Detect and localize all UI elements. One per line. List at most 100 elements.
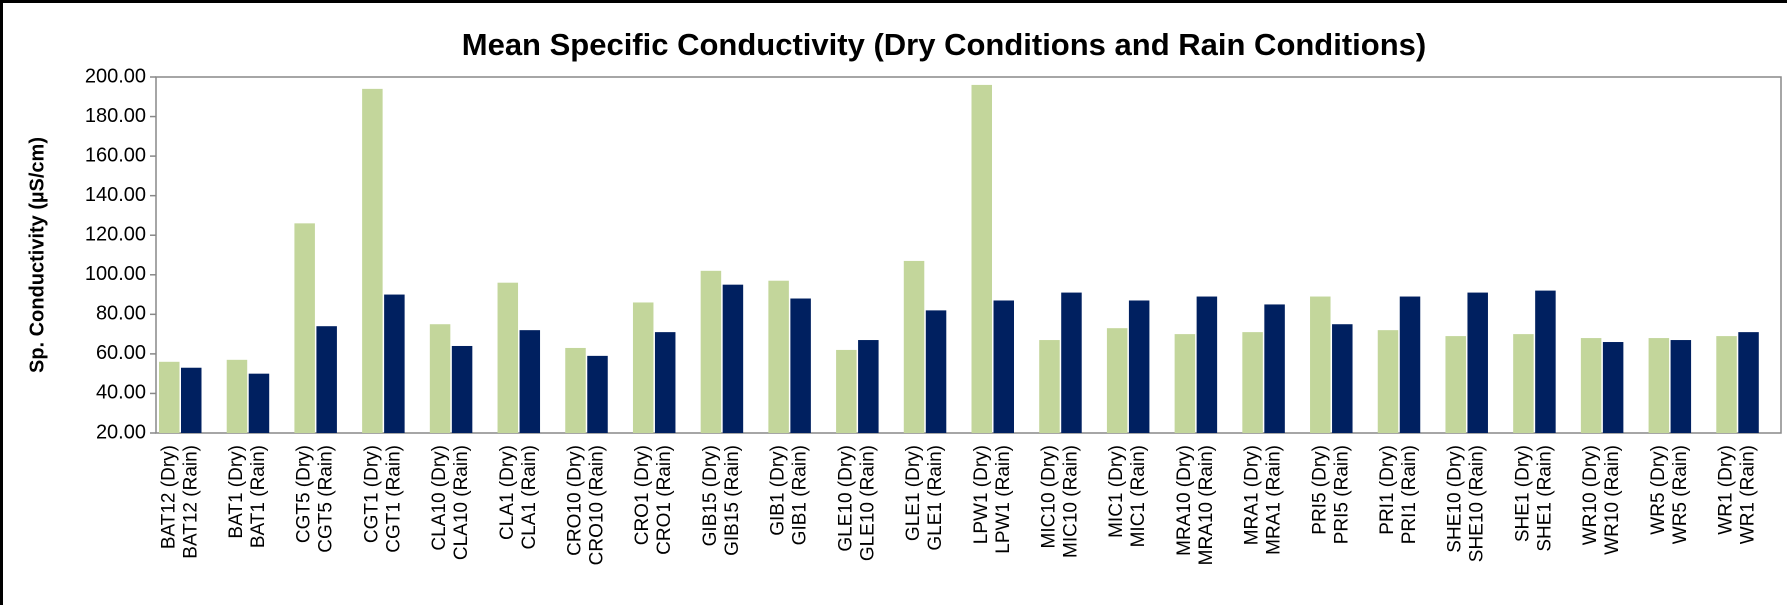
x-tick-label: LPW1 (Dry) <box>971 445 992 544</box>
x-tick-label: WR10 (Rain) <box>1602 445 1623 555</box>
x-tick-label: BAT1 (Dry) <box>226 445 247 539</box>
x-tick-label: LPW1 (Rain) <box>993 445 1014 554</box>
bar <box>587 355 608 433</box>
x-tick-label: MRA10 (Dry) <box>1174 445 1195 556</box>
x-tick-label: CLA10 (Rain) <box>451 445 472 560</box>
bar <box>700 270 722 433</box>
x-tick-label: CLA1 (Rain) <box>519 445 540 550</box>
bar <box>1467 292 1488 433</box>
bar <box>497 282 519 433</box>
x-tick-label: CLA10 (Dry) <box>429 445 450 551</box>
bar <box>632 302 654 433</box>
bar <box>1535 290 1556 433</box>
bar <box>519 330 541 433</box>
bar <box>429 324 451 433</box>
bar <box>1399 296 1421 433</box>
bar <box>1310 296 1331 433</box>
y-tick-label: 40.00 <box>96 382 146 404</box>
x-tick-label: BAT1 (Rain) <box>248 445 269 548</box>
x-tick-label: WR5 (Dry) <box>1648 445 1669 535</box>
bar <box>903 260 925 433</box>
y-tick-label: 20.00 <box>96 421 146 443</box>
bar <box>1716 336 1737 433</box>
x-tick-label: CGT5 (Dry) <box>294 445 315 543</box>
bar <box>1513 334 1534 433</box>
x-tick-label: MRA10 (Rain) <box>1196 445 1217 565</box>
y-tick-label: 120.00 <box>85 224 146 246</box>
bar <box>1196 296 1218 433</box>
bar <box>654 332 676 433</box>
x-tick-label: PRI1 (Dry) <box>1377 445 1398 535</box>
bar <box>565 347 586 433</box>
x-tick-label: BAT12 (Rain) <box>180 445 201 559</box>
x-tick-label: GIB15 (Dry) <box>700 445 721 546</box>
bar <box>294 223 315 433</box>
bar <box>925 310 947 433</box>
x-tick-label: WR5 (Rain) <box>1670 445 1691 544</box>
x-tick-label: MRA1 (Rain) <box>1264 445 1285 555</box>
y-tick-label: 180.00 <box>85 105 146 127</box>
x-tick-label: GIB1 (Dry) <box>768 445 789 536</box>
bar <box>226 359 248 433</box>
x-tick-label: CRO10 (Rain) <box>587 445 608 565</box>
x-tick-label: BAT12 (Dry) <box>158 445 179 549</box>
bar <box>971 84 992 434</box>
bar <box>1106 328 1128 433</box>
bar <box>181 367 202 433</box>
bar <box>790 298 811 433</box>
bar <box>1174 334 1196 433</box>
x-tick-label: MIC1 (Dry) <box>1106 445 1127 538</box>
x-tick-label: CGT5 (Rain) <box>316 445 337 553</box>
x-tick-label: CRO1 (Dry) <box>632 445 653 545</box>
y-tick-label: 160.00 <box>85 144 146 166</box>
bar <box>248 373 270 433</box>
bar <box>362 88 383 433</box>
bar <box>858 340 879 433</box>
x-tick-label: WR10 (Dry) <box>1580 445 1601 545</box>
bar <box>1738 332 1759 433</box>
bar <box>1264 304 1285 433</box>
bar <box>1242 332 1263 433</box>
chart-title: Mean Specific Conductivity (Dry Conditio… <box>462 27 1426 62</box>
bar <box>1445 336 1466 433</box>
x-tick-label: GLE10 (Dry) <box>835 445 856 552</box>
x-tick-label: CGT1 (Dry) <box>361 445 382 543</box>
bar <box>316 326 337 433</box>
bar <box>768 280 789 433</box>
x-tick-label: GIB1 (Rain) <box>790 445 811 545</box>
bar <box>1061 292 1082 433</box>
x-tick-label: GLE1 (Rain) <box>925 445 946 551</box>
bar <box>1377 330 1399 433</box>
bar <box>1602 342 1624 433</box>
bar <box>1670 340 1692 433</box>
x-tick-label: CGT1 (Rain) <box>383 445 404 553</box>
plot-area <box>155 76 1782 434</box>
x-tick-label: SHE1 (Dry) <box>1512 445 1533 542</box>
y-tick-label: 80.00 <box>96 303 146 325</box>
x-tick-label: PRI5 (Dry) <box>1309 445 1330 535</box>
x-tick-label: CRO10 (Dry) <box>565 445 586 556</box>
x-tick-label: GIB15 (Rain) <box>722 445 743 556</box>
x-tick-label: GLE10 (Rain) <box>857 445 878 561</box>
bar <box>1332 324 1353 433</box>
x-tick-label: MRA1 (Dry) <box>1242 445 1263 545</box>
x-tick-label: MIC1 (Rain) <box>1128 445 1149 547</box>
bar <box>836 349 857 433</box>
bar <box>993 300 1014 433</box>
x-tick-label: WR1 (Rain) <box>1738 445 1759 544</box>
x-tick-label: CRO1 (Rain) <box>654 445 675 555</box>
y-axis-label: Sp. Conductivity (µS/cm) <box>26 137 48 373</box>
x-tick-label: PRI1 (Rain) <box>1399 445 1420 544</box>
x-tick-label: PRI5 (Rain) <box>1331 445 1352 544</box>
bar <box>1580 338 1602 433</box>
x-tick-label: MIC10 (Rain) <box>1060 445 1081 558</box>
x-tick-label: MIC10 (Dry) <box>1038 445 1059 548</box>
x-tick-label: SHE1 (Rain) <box>1534 445 1555 552</box>
bar <box>1039 340 1060 433</box>
y-tick-label: 140.00 <box>85 184 146 206</box>
bar <box>451 345 473 433</box>
x-tick-label: CLA1 (Dry) <box>497 445 518 540</box>
y-tick-label: 100.00 <box>85 263 146 285</box>
